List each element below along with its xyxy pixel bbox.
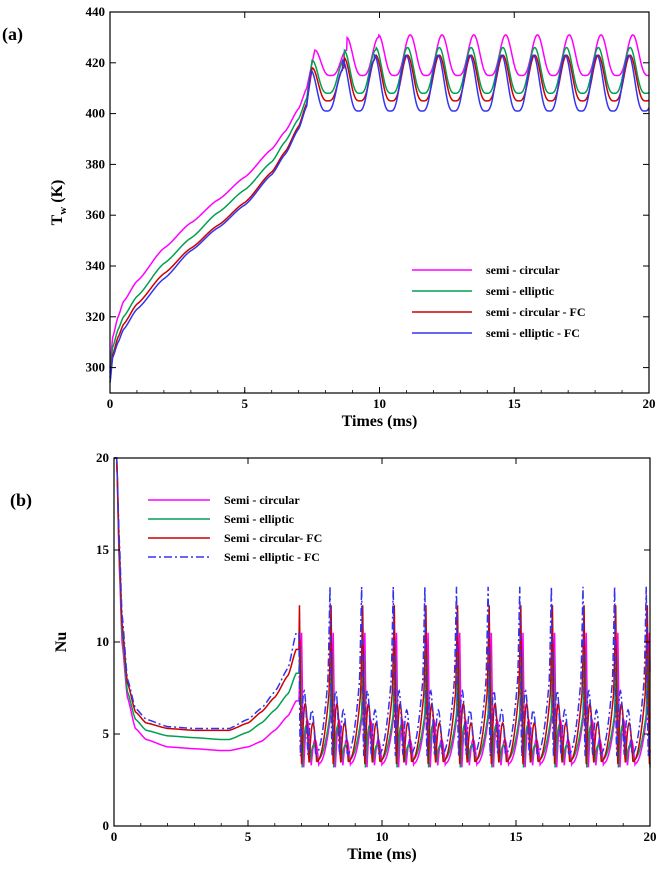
x-tick-label: 10 (376, 829, 389, 844)
chart-a: (a) 0 5 10 15 20 300 320 340 360 380 400 420 440 Tim… (2, 4, 656, 430)
y-tick-label: 320 (86, 309, 106, 324)
series-line-semi-circular-fc (114, 457, 651, 765)
x-axis-label-b: Time (ms) (347, 846, 416, 863)
legend-label: semi - circular (486, 263, 560, 277)
legend-label: semi - circular - FC (486, 305, 586, 319)
series-line-semi-circular (114, 457, 651, 768)
legend-a: semi - circular semi - elliptic semi - cir… (412, 263, 586, 340)
x-tick-label: 10 (373, 396, 386, 411)
panel-label-b: (b) (10, 490, 32, 511)
legend-label: Semi - elliptic - FC (224, 550, 320, 564)
x-tick-label: 15 (508, 396, 522, 411)
x-tick-label: 20 (643, 396, 656, 411)
y-axis-label-a-main: T (49, 214, 66, 225)
y-tick-label: 15 (96, 542, 110, 557)
y-tick-label: 400 (86, 106, 106, 121)
x-axis-label-a: Times (ms) (342, 413, 418, 430)
series-line-semi-elliptic (109, 46, 650, 373)
x-tick-label: 0 (107, 396, 114, 411)
y-tick-label: 5 (103, 726, 110, 741)
legend-label: Semi - circular (224, 493, 300, 507)
y-tick-label: 20 (96, 450, 109, 465)
legend-label: semi - elliptic - FC (486, 326, 580, 340)
y-axis-label-a-unit: (K) (49, 180, 66, 207)
x-tick-label: 20 (644, 829, 657, 844)
y-tick-label: 380 (86, 156, 106, 171)
panel-label-a: (a) (2, 24, 23, 45)
legend-b: Semi - circular Semi - elliptic Semi - cir… (148, 493, 322, 564)
series-line-semi-circular (109, 33, 649, 368)
y-tick-label: 10 (96, 634, 109, 649)
y-tick-label: 0 (103, 818, 110, 833)
y-tick-label: 420 (86, 55, 106, 70)
y-axis-label-a-sub: w (57, 207, 69, 215)
x-tick-label: 5 (245, 829, 252, 844)
x-tick-label: 5 (242, 396, 249, 411)
series-line-semi-elliptic-fc (114, 457, 651, 757)
y-tick-label: 440 (86, 4, 106, 19)
legend-label: Semi - circular- FC (224, 531, 322, 545)
series-line-semi-elliptic-fc (109, 53, 650, 383)
y-tick-label: 360 (86, 207, 106, 222)
x-tick-label: 0 (111, 829, 118, 844)
series-line-semi-elliptic (114, 457, 651, 768)
legend-label: Semi - elliptic (224, 512, 295, 526)
y-axis-label-a: Tw (K) (49, 180, 69, 226)
x-tick-label: 15 (510, 829, 524, 844)
plot-frame-b (113, 457, 651, 827)
y-tick-label: 300 (86, 360, 106, 375)
y-tick-label: 340 (86, 258, 106, 273)
y-axis-label-b: Nu (53, 632, 70, 653)
legend-label: semi - elliptic (486, 284, 555, 298)
chart-b: (b) 0 5 10 15 20 0 5 10 15 20 Time (ms) Nu Semi -… (10, 450, 657, 863)
